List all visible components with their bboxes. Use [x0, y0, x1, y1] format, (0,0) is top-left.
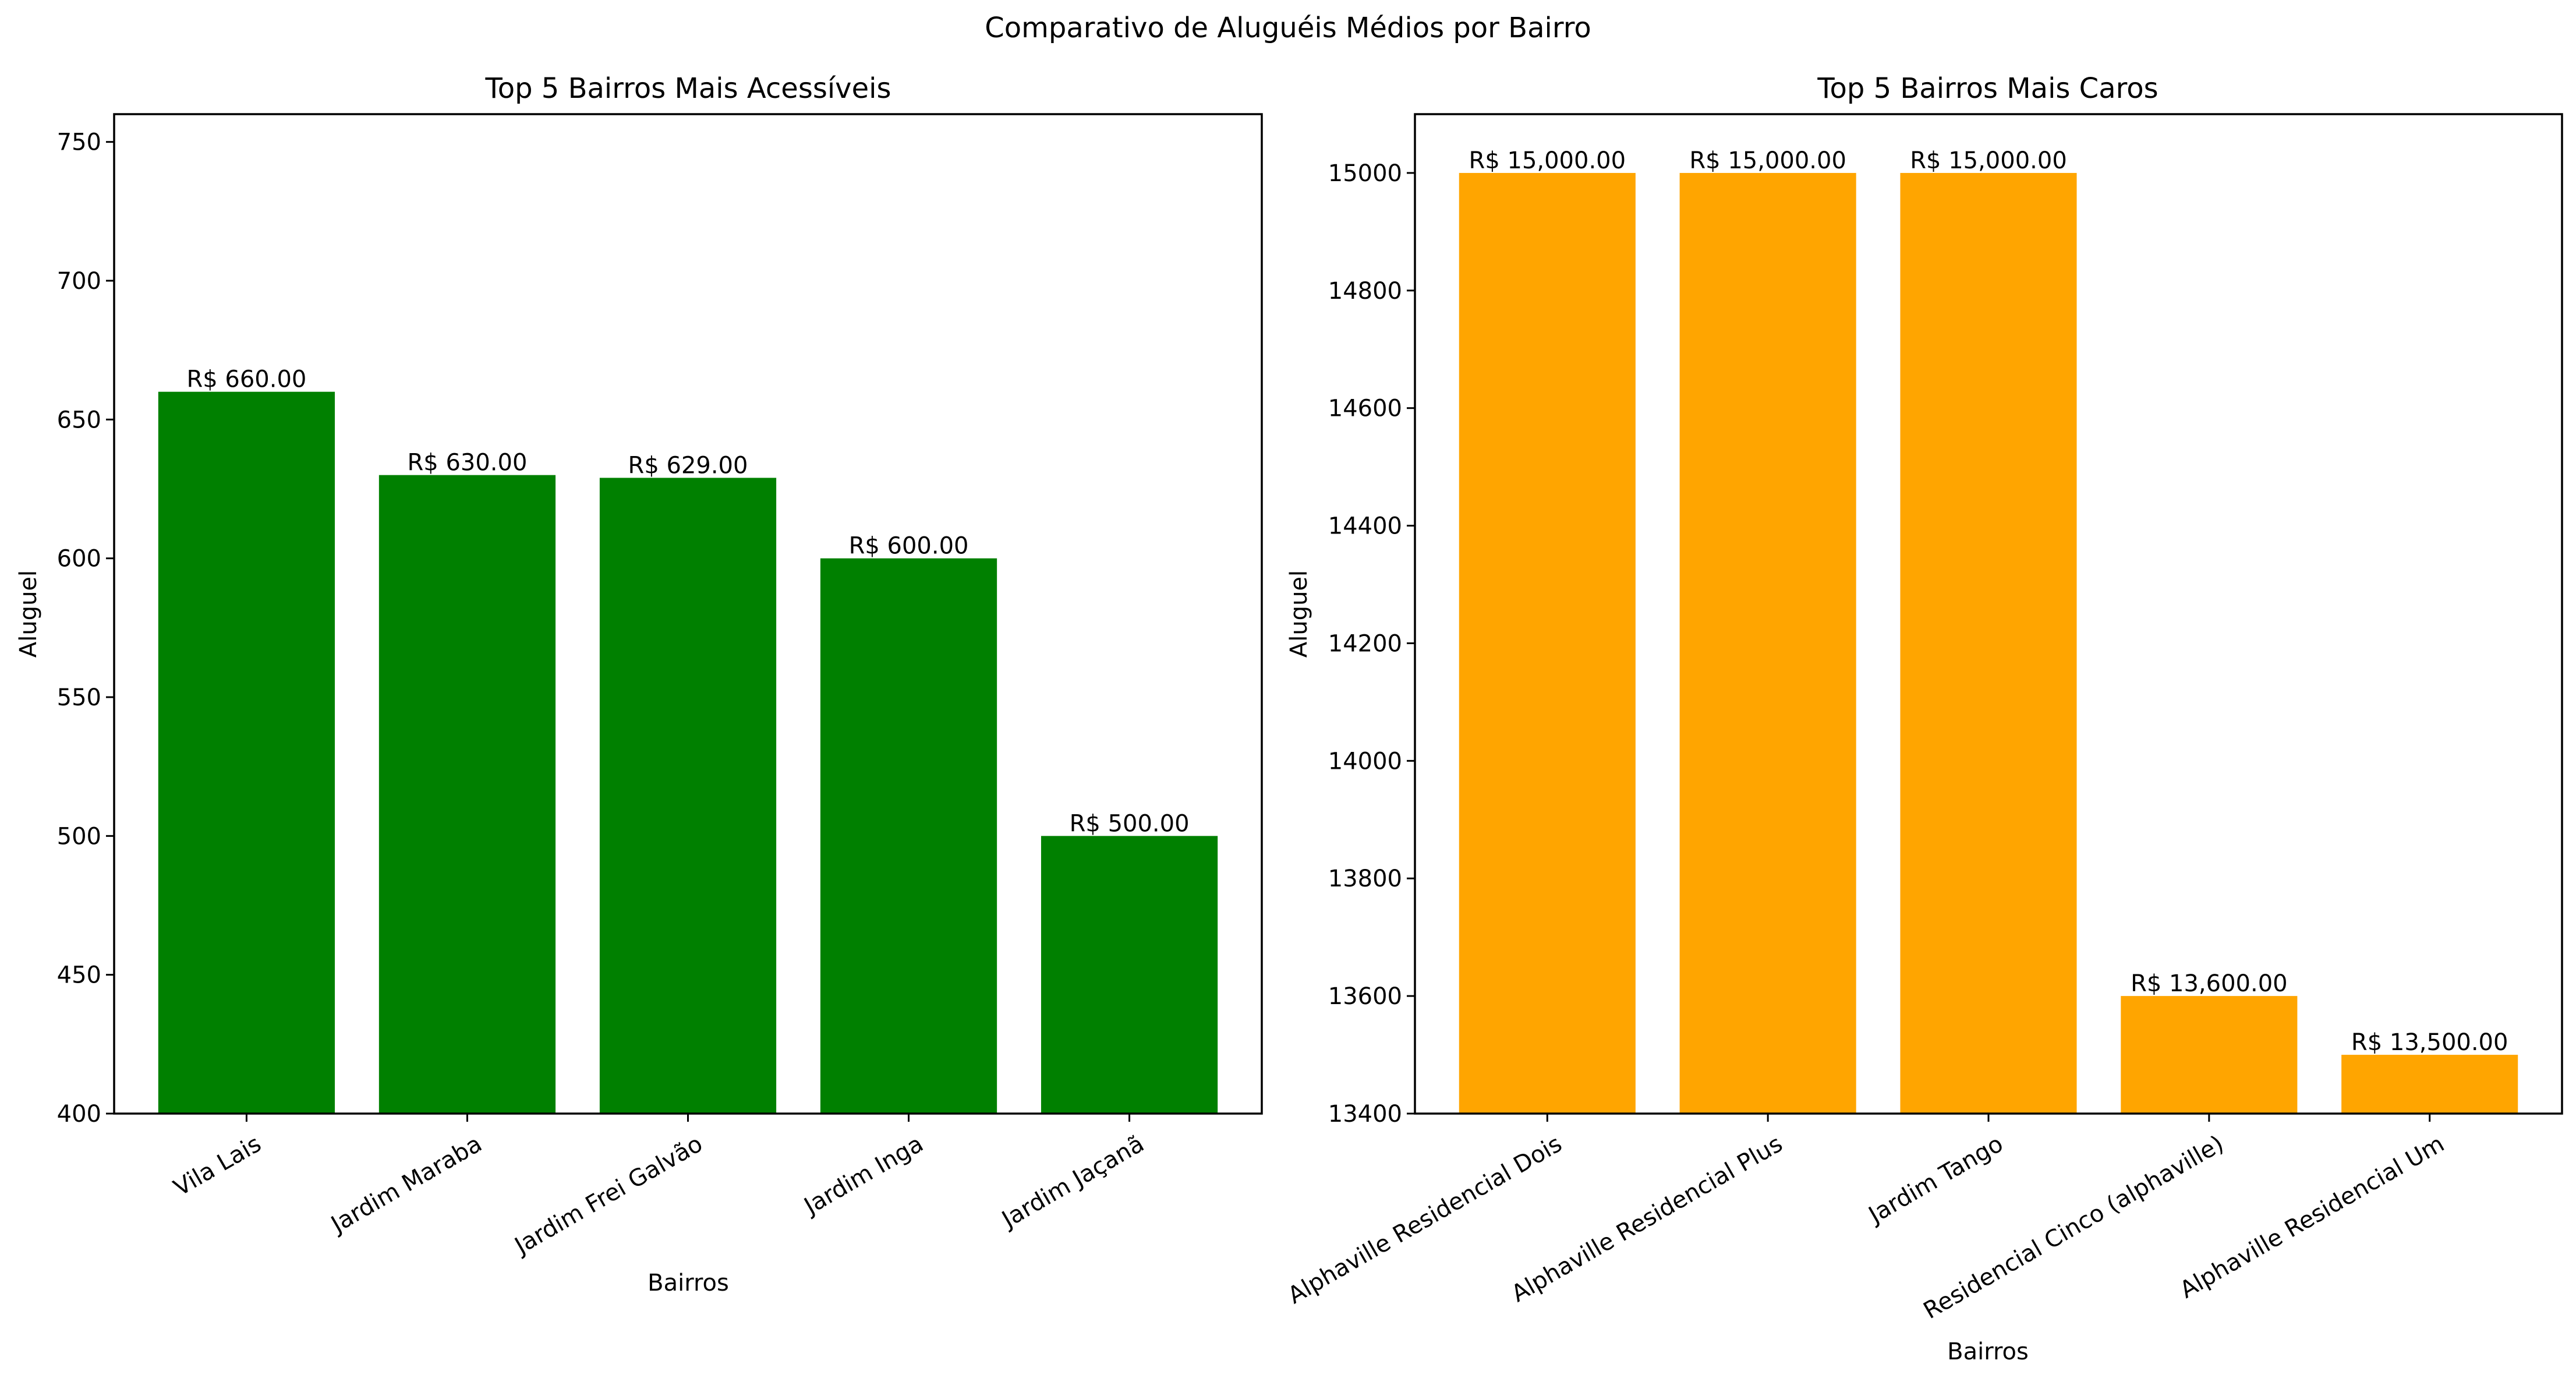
- chart-left-value-label: R$ 600.00: [849, 533, 969, 560]
- chart-left-xlabel: Bairros: [647, 1270, 729, 1296]
- chart-right-xlabel: Bairros: [1947, 1338, 2029, 1365]
- chart-right-y-tick-label: 15000: [1328, 160, 1402, 187]
- chart-right-bars: [1459, 172, 2518, 1114]
- chart-left-bar: [599, 478, 777, 1114]
- chart-left-y-tick-label: 700: [57, 268, 101, 295]
- chart-right-expensive: Top 5 Bairros Mais Caros Bairros Aluguel…: [1283, 72, 2563, 1365]
- chart-right-bar: [1679, 172, 1856, 1114]
- chart-left-value-labels: R$ 660.00 R$ 630.00 R$ 629.00 R$ 600.00 R$ 5…: [186, 366, 1189, 838]
- chart-right-y-tick-label: 14600: [1328, 395, 1402, 422]
- chart-right-value-labels: R$ 15,000.00 R$ 15,000.00 R$ 15,000.00 R$ 1…: [1469, 147, 2508, 1056]
- chart-left-x-tick-label: Jardim Frei Galvão: [509, 1130, 707, 1260]
- chart-left-frame: [113, 113, 1263, 1115]
- chart-right-value-label: R$ 13,500.00: [2351, 1029, 2508, 1056]
- chart-left-y-tick-label: 500: [57, 823, 101, 850]
- chart-right-y-tick-label: 13800: [1328, 865, 1402, 892]
- chart-left-y-axis: 400 450 500 550 600 650 700 750: [57, 129, 114, 1128]
- chart-right-value-label: R$ 15,000.00: [1689, 147, 1846, 174]
- chart-left-x-axis: Vila Lais Jardim Maraba Jardim Frei Galvão…: [169, 1114, 1149, 1260]
- chart-left-bar: [820, 558, 997, 1114]
- chart-left-x-tick-label: Jardim Inga: [798, 1130, 928, 1221]
- chart-right-y-tick-label: 14400: [1328, 513, 1402, 540]
- chart-right-value-label: R$ 15,000.00: [1469, 147, 1626, 174]
- chart-left-y-tick-label: 750: [57, 129, 101, 156]
- chart-right-y-tick-label: 13400: [1328, 1101, 1402, 1128]
- chart-left-value-label: R$ 630.00: [408, 450, 528, 476]
- chart-left-bar: [378, 475, 556, 1114]
- chart-left-title: Top 5 Bairros Mais Acessíveis: [485, 72, 891, 105]
- chart-left-x-tick-label: Jardim Maraba: [325, 1130, 487, 1239]
- chart-right-bar: [2341, 1055, 2518, 1114]
- chart-left-y-tick-label: 450: [57, 962, 101, 989]
- chart-right-bar: [2121, 996, 2298, 1114]
- chart-right-title: Top 5 Bairros Mais Caros: [1817, 72, 2158, 105]
- chart-left-y-tick-label: 650: [57, 407, 101, 433]
- chart-left-value-label: R$ 629.00: [628, 452, 748, 479]
- chart-left-affordable: Top 5 Bairros Mais Acessíveis Bairros Al…: [15, 72, 1263, 1296]
- chart-right-x-tick-label: Jardim Tango: [1863, 1130, 2008, 1229]
- chart-left-x-tick-label: Vila Lais: [169, 1130, 266, 1202]
- chart-left-y-tick-label: 400: [57, 1101, 101, 1128]
- chart-left-value-label: R$ 500.00: [1070, 810, 1190, 837]
- chart-right-ylabel: Aluguel: [1286, 570, 1312, 658]
- chart-right-frame: [1414, 113, 2563, 1115]
- chart-right-value-label: R$ 13,600.00: [2131, 970, 2288, 997]
- chart-left-bar: [158, 391, 335, 1114]
- figure-suptitle: Comparativo de Aluguéis Médios por Bairr…: [985, 12, 1591, 44]
- chart-right-value-label: R$ 15,000.00: [1910, 147, 2067, 174]
- chart-left-bar: [1041, 836, 1218, 1114]
- chart-left-x-tick-label: Jardim Jaçanã: [996, 1130, 1149, 1234]
- chart-right-y-tick-label: 14800: [1328, 278, 1402, 305]
- chart-right-bar: [1459, 172, 1636, 1114]
- chart-right-y-axis: 13400 13600 13800 14000 14200 14400 14600 14800…: [1328, 160, 1415, 1128]
- chart-right-y-tick-label: 14000: [1328, 748, 1402, 775]
- chart-left-bars: [158, 391, 1218, 1114]
- chart-left-y-tick-label: 600: [57, 546, 101, 573]
- chart-left-ylabel: Aluguel: [15, 570, 42, 658]
- chart-left-y-tick-label: 550: [57, 684, 101, 711]
- chart-left-value-label: R$ 660.00: [186, 366, 306, 393]
- chart-right-y-tick-label: 13600: [1328, 983, 1402, 1010]
- chart-right-bar: [1900, 172, 2077, 1114]
- chart-right-y-tick-label: 14200: [1328, 630, 1402, 657]
